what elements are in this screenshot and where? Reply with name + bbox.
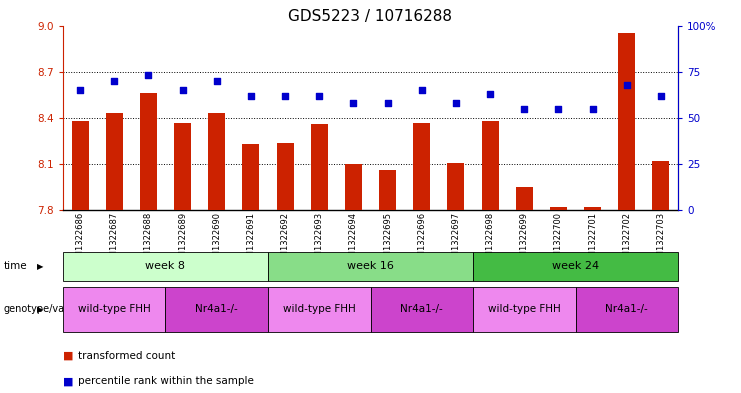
Point <box>484 91 496 97</box>
Bar <box>516 187 533 210</box>
Point <box>176 87 188 93</box>
Text: time: time <box>4 261 27 271</box>
Text: ■: ■ <box>63 376 73 386</box>
Point <box>416 87 428 93</box>
Text: percentile rank within the sample: percentile rank within the sample <box>78 376 253 386</box>
Text: wild-type FHH: wild-type FHH <box>488 305 561 314</box>
Bar <box>276 143 293 210</box>
Bar <box>550 207 567 210</box>
Bar <box>448 163 465 210</box>
Text: transformed count: transformed count <box>78 351 175 361</box>
Text: wild-type FHH: wild-type FHH <box>78 305 150 314</box>
Bar <box>174 123 191 210</box>
Text: GDS5223 / 10716288: GDS5223 / 10716288 <box>288 9 453 24</box>
Bar <box>72 121 89 210</box>
Point <box>621 81 633 88</box>
Point <box>655 93 667 99</box>
Text: ■: ■ <box>63 351 73 361</box>
Text: genotype/variation: genotype/variation <box>4 305 96 314</box>
Point <box>142 72 154 79</box>
Bar <box>106 113 123 210</box>
Bar <box>584 207 601 210</box>
Text: week 8: week 8 <box>145 261 185 271</box>
Point <box>382 100 393 106</box>
Text: Nr4a1-/-: Nr4a1-/- <box>400 305 443 314</box>
Bar <box>310 124 328 210</box>
Point <box>108 78 120 84</box>
Point <box>518 105 530 112</box>
Text: Nr4a1-/-: Nr4a1-/- <box>605 305 648 314</box>
Bar <box>140 93 157 210</box>
Point <box>313 93 325 99</box>
Text: ▶: ▶ <box>37 305 44 314</box>
Text: week 16: week 16 <box>347 261 394 271</box>
Point <box>279 93 291 99</box>
Point <box>348 100 359 106</box>
Point <box>587 105 599 112</box>
Bar <box>379 170 396 210</box>
Bar <box>208 113 225 210</box>
Bar <box>345 164 362 210</box>
Text: Nr4a1-/-: Nr4a1-/- <box>196 305 238 314</box>
Point <box>245 93 257 99</box>
Bar <box>242 144 259 210</box>
Text: week 24: week 24 <box>552 261 599 271</box>
Point <box>450 100 462 106</box>
Bar <box>652 161 669 210</box>
Text: ▶: ▶ <box>37 262 44 271</box>
Bar <box>618 33 635 210</box>
Bar <box>482 121 499 210</box>
Bar <box>413 123 431 210</box>
Point <box>74 87 86 93</box>
Text: wild-type FHH: wild-type FHH <box>283 305 356 314</box>
Point <box>210 78 222 84</box>
Point <box>553 105 565 112</box>
